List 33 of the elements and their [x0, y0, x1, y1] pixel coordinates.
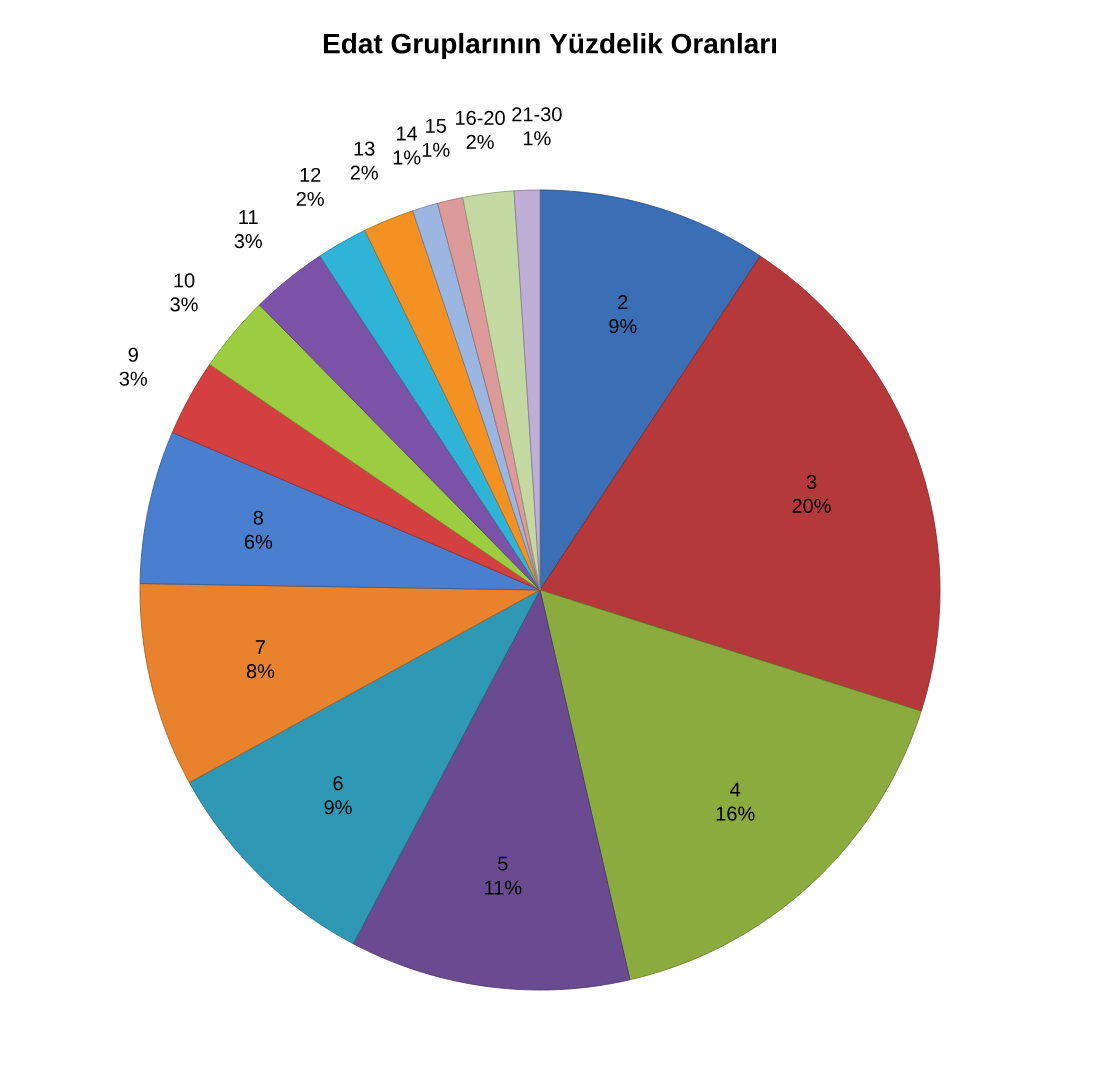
data-label: 2%: [466, 134, 494, 149]
slice-label: 6: [333, 776, 343, 791]
slice-label: 10: [174, 273, 195, 288]
data-label: 2%: [350, 165, 378, 180]
data-label: 6%: [244, 534, 273, 549]
slice-label: 21-30: [512, 107, 562, 122]
data-label: 2%: [296, 191, 324, 206]
slice-label: 15: [426, 118, 447, 133]
slice-label: 4: [730, 782, 741, 797]
slice-label: 7: [255, 640, 266, 655]
slice-label: 2: [618, 295, 628, 310]
slice-label: 9: [128, 347, 138, 362]
slice-label: 14: [397, 126, 418, 141]
data-label: 9%: [324, 800, 352, 815]
data-label: 1%: [393, 150, 421, 165]
data-label: 3%: [234, 234, 262, 249]
slice-label: 5: [498, 856, 508, 871]
data-label: 1%: [523, 131, 551, 146]
data-label: 9%: [609, 319, 637, 334]
slice-label: 11: [239, 210, 258, 225]
slice-label: 16-20: [456, 110, 505, 125]
data-label: 20%: [792, 498, 831, 513]
data-label: 16%: [716, 806, 755, 821]
slice-label: 3: [806, 474, 817, 489]
data-label: 11%: [485, 880, 522, 895]
slice-label: 13: [354, 141, 375, 156]
data-label: 1%: [422, 142, 450, 157]
slice-label: 8: [253, 510, 264, 525]
data-label: 3%: [170, 297, 198, 312]
slice-label: 12: [300, 167, 321, 182]
data-label: 3%: [119, 371, 147, 386]
chart-title: Edat Gruplarının Yüzdelik Oranları: [323, 32, 777, 60]
data-label: 8%: [246, 664, 275, 679]
